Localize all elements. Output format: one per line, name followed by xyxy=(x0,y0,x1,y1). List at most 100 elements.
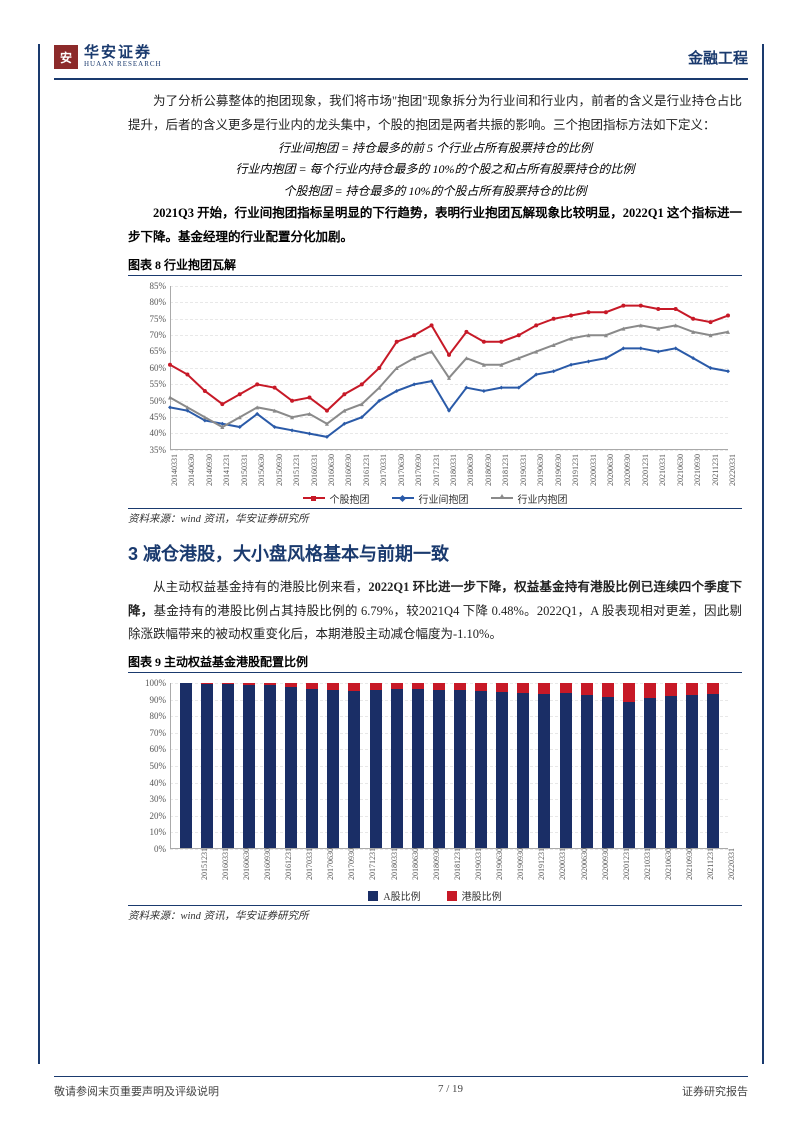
chart2-bar-segment xyxy=(644,698,656,848)
footer-left: 敬请参阅末页重要声明及评级说明 xyxy=(54,1083,219,1099)
chart2-bar-segment xyxy=(370,690,382,848)
chart2-ytick: 80% xyxy=(134,711,166,721)
chart2-source: 资料来源：wind 资讯，华安证券研究所 xyxy=(128,908,742,923)
intro-paragraph: 为了分析公募整体的抱团现象，我们将市场"抱团"现象拆分为行业间和行业内，前者的含… xyxy=(128,90,742,138)
logo-icon: 安 xyxy=(54,45,78,69)
chart2-bar-segment xyxy=(454,683,466,690)
chart2-xtick: 20170930 xyxy=(347,848,351,880)
chart2-bar-segment xyxy=(327,690,339,848)
chart2-xtick: 20200630 xyxy=(580,848,584,880)
chart2-bar-segment xyxy=(686,683,698,695)
chart2-bar-segment xyxy=(327,683,339,690)
chart2-bar-segment xyxy=(454,690,466,848)
chart2-bar-segment xyxy=(412,689,424,848)
chart1-title: 图表 8 行业抱团瓦解 xyxy=(128,256,742,273)
formula-1: 行业间抱团 = 持仓最多的前 5 个行业占所有股票持仓的比例 xyxy=(128,138,742,160)
chart2-xtick: 20191231 xyxy=(537,848,541,880)
chart2-bar-segment xyxy=(665,696,677,848)
chart2-bar-segment xyxy=(433,690,445,848)
chart1-legend: 个股抱团行业间抱团行业内抱团 xyxy=(134,491,736,506)
chart2-xtick: 20210630 xyxy=(664,848,668,880)
chart2-bar-segment xyxy=(348,683,360,691)
chart2-bar-segment xyxy=(538,683,550,694)
chart2-xtick: 20210331 xyxy=(643,848,647,880)
chart2-bar-segment xyxy=(496,683,508,692)
chart2-xtick: 20200930 xyxy=(601,848,605,880)
chart2-xtick: 20151231 xyxy=(200,848,204,880)
section3-paragraph: 从主动权益基金持有的港股比例来看，2022Q1 环比进一步下降，权益基金持有港股… xyxy=(128,576,742,647)
chart2-xtick: 20160630 xyxy=(242,848,246,880)
chart2-bar-segment xyxy=(602,697,614,848)
chart2-ytick: 100% xyxy=(134,678,166,688)
chart2-xtick: 20170630 xyxy=(326,848,330,880)
page-header: 安 华安证券 HUAAN RESEARCH 金融工程 xyxy=(54,36,748,80)
side-rule-right xyxy=(762,44,764,1064)
chart2-bar-segment xyxy=(306,689,318,848)
logo-block: 安 华安证券 HUAAN RESEARCH xyxy=(54,45,162,69)
intro-emphasis: 2021Q3 开始，行业间抱团指标呈明显的下行趋势，表明行业抱团瓦解现象比较明显… xyxy=(128,202,742,250)
chart2-ytick: 0% xyxy=(134,844,166,854)
chart2-bar-segment xyxy=(686,695,698,848)
chart2-legend: A股比例港股比例 xyxy=(134,888,736,903)
formula-3: 个股抱团 = 持仓最多的 10%的个股占所有股票持仓的比例 xyxy=(128,181,742,203)
footer-right: 证券研究报告 xyxy=(682,1083,748,1099)
chart2-xtick: 20160331 xyxy=(221,848,225,880)
formula-2: 行业内抱团 = 每个行业内持仓最多的 10%的个股之和占所有股票持仓的比例 xyxy=(128,159,742,181)
chart2-xtick: 20201231 xyxy=(622,848,626,880)
chart2-bar-segment xyxy=(644,683,656,698)
chart2-bar-segment xyxy=(475,691,487,848)
chart2-title: 图表 9 主动权益基金港股配置比例 xyxy=(128,653,742,670)
section3-heading: 3 减仓港股，大小盘风格基本与前期一致 xyxy=(128,540,742,566)
chart2-bar-segment xyxy=(665,683,677,696)
chart2-xtick: 20190930 xyxy=(516,848,520,880)
chart2-ytick: 50% xyxy=(134,761,166,771)
chart2-box: 0%10%20%30%40%50%60%70%80%90%100%2015123… xyxy=(128,672,742,906)
chart2-bar-segment xyxy=(433,683,445,690)
chart2-xtick: 20160930 xyxy=(263,848,267,880)
chart2-bar-segment xyxy=(517,693,529,848)
chart2-xtick: 20181231 xyxy=(453,848,457,880)
chart2-xtick: 20161231 xyxy=(284,848,288,880)
chart2-bar-segment xyxy=(496,692,508,848)
side-rule-left xyxy=(38,44,40,1064)
chart2-bar-segment xyxy=(707,683,719,694)
chart2-bar-segment xyxy=(180,683,192,848)
chart1-line: 35%40%45%50%55%60%65%70%75%80%85%2014033… xyxy=(134,284,736,504)
chart2-bar-segment xyxy=(201,684,213,848)
chart2-ytick: 90% xyxy=(134,695,166,705)
chart2-xtick: 20200331 xyxy=(558,848,562,880)
chart2-bar-segment xyxy=(264,685,276,848)
chart2-bar-segment xyxy=(560,683,572,693)
s3-p1c: 基金持有的港股比例占其持股比例的 6.79%，较2021Q4 下降 0.48%。… xyxy=(128,604,742,642)
chart2-ytick: 60% xyxy=(134,744,166,754)
chart2-xtick: 20190630 xyxy=(495,848,499,880)
chart2-xtick: 20190331 xyxy=(474,848,478,880)
chart2-bar-segment xyxy=(370,683,382,690)
header-category: 金融工程 xyxy=(688,47,748,68)
chart2-bar-segment xyxy=(560,693,572,848)
chart2-xtick: 20180930 xyxy=(432,848,436,880)
chart2-bar-segment xyxy=(222,684,234,848)
chart2-xtick: 20180630 xyxy=(411,848,415,880)
chart2-bar-segment xyxy=(623,683,635,702)
chart2-xtick: 20220331 xyxy=(727,848,731,880)
chart2-bar-segment xyxy=(581,683,593,695)
chart1-source: 资料来源：wind 资讯，华安证券研究所 xyxy=(128,511,742,526)
chart2-ytick: 20% xyxy=(134,811,166,821)
chart2-ytick: 30% xyxy=(134,794,166,804)
footer-center: 7 / 19 xyxy=(438,1083,463,1099)
chart2-ytick: 10% xyxy=(134,827,166,837)
chart2-bar-segment xyxy=(538,694,550,848)
content-area: 为了分析公募整体的抱团现象，我们将市场"抱团"现象拆分为行业间和行业内，前者的含… xyxy=(128,90,742,1053)
chart2-bar-segment xyxy=(602,683,614,697)
chart2-stacked-bar: 0%10%20%30%40%50%60%70%80%90%100%2015123… xyxy=(134,681,736,901)
chart2-xtick: 20171231 xyxy=(368,848,372,880)
chart2-bar-segment xyxy=(391,689,403,848)
chart2-bar-segment xyxy=(243,685,255,848)
logo-cn: 华安证券 xyxy=(84,46,162,61)
s3-p1a: 从主动权益基金持有的港股比例来看， xyxy=(153,580,368,594)
chart2-bar-segment xyxy=(475,683,487,691)
chart2-ytick: 40% xyxy=(134,778,166,788)
chart2-xtick: 20170331 xyxy=(305,848,309,880)
chart2-bar-segment xyxy=(707,694,719,848)
